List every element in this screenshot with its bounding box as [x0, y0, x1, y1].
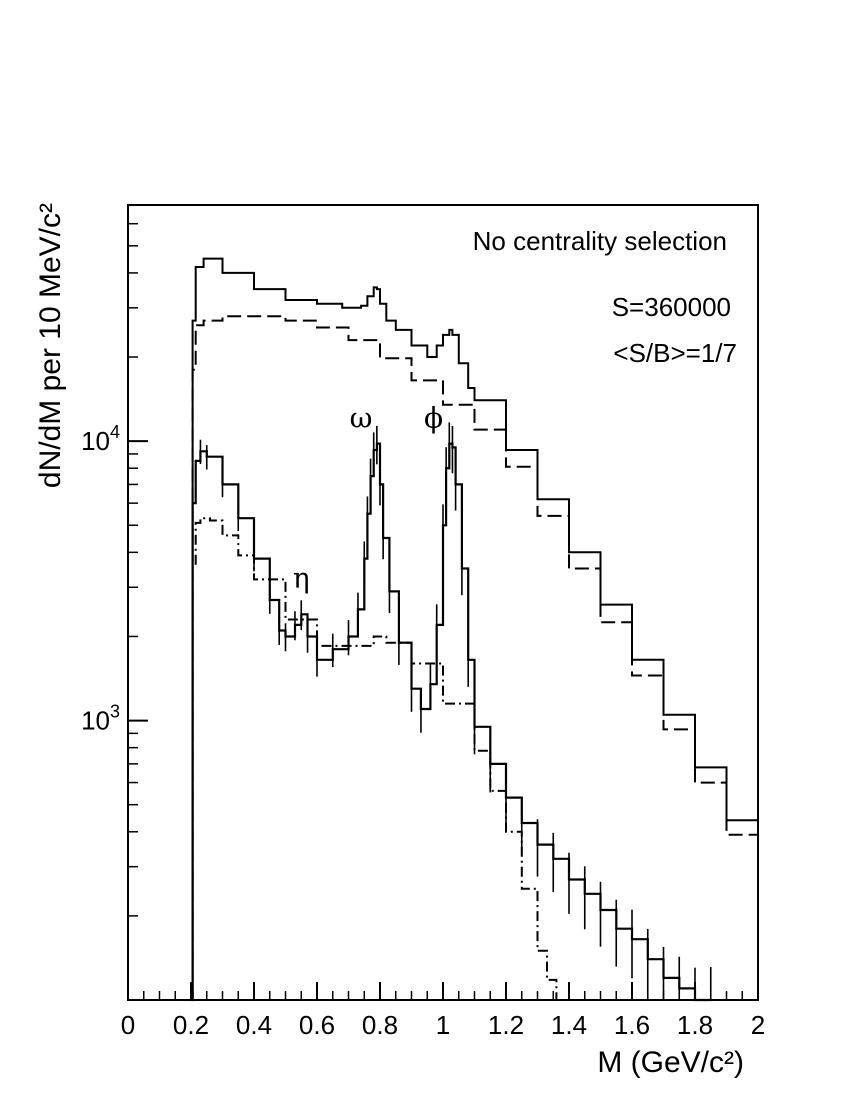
x-tick-label: 1.6 — [614, 1010, 650, 1040]
label-layer: η ω ϕ — [293, 401, 443, 594]
y-tick-base: 10 — [81, 706, 110, 736]
x-tick-label: 2 — [751, 1010, 765, 1040]
y-tick-label: 104 — [81, 422, 120, 456]
y-tick-label: 103 — [81, 702, 120, 736]
annotation-ratio: <S/B>=1/7 — [613, 338, 737, 368]
series-dashed — [191, 315, 759, 1001]
peak-label: ϕ — [424, 401, 443, 434]
x-tick-label: 0 — [121, 1010, 135, 1040]
annotation-centrality: No centrality selection — [473, 226, 727, 256]
series-dash-dot — [191, 517, 558, 1001]
series-solid-errorbars — [191, 442, 711, 1002]
x-tick-label: 0.8 — [362, 1010, 398, 1040]
series-solid — [191, 257, 759, 1001]
y-tick-exponent: 4 — [110, 422, 120, 442]
annotation-signal: S=360000 — [612, 292, 731, 322]
y-tick-exponent: 3 — [110, 702, 120, 722]
peak-label: η — [293, 561, 310, 594]
x-tick-label: 1 — [436, 1010, 450, 1040]
x-tick-label: 1.2 — [488, 1010, 524, 1040]
x-tick-label: 1.8 — [677, 1010, 713, 1040]
x-tick-label: 1.4 — [551, 1010, 587, 1040]
y-axis-title: dN/dM per 10 MeV/c² — [34, 203, 67, 488]
x-axis-title: M (GeV/c²) — [597, 1046, 744, 1079]
x-tick-label: 0.4 — [236, 1010, 272, 1040]
x-tick-label: 0.6 — [299, 1010, 335, 1040]
x-tick-label: 0.2 — [173, 1010, 209, 1040]
peak-label: ω — [350, 401, 373, 434]
y-tick-base: 10 — [81, 426, 110, 456]
series-layer — [191, 257, 759, 1002]
